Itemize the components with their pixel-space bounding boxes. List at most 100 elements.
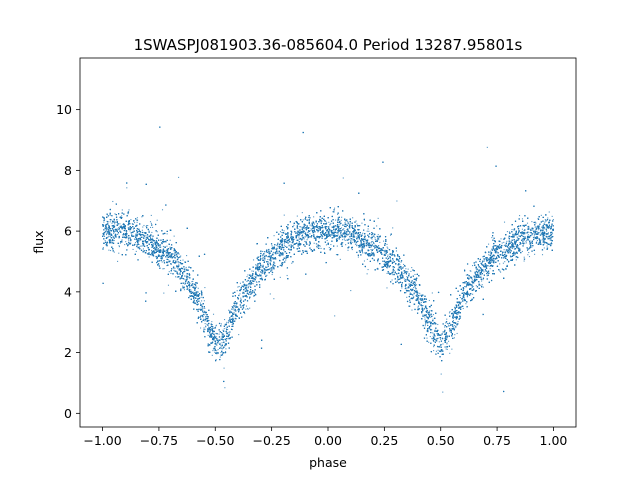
data-point [119, 223, 121, 225]
data-point [419, 292, 421, 294]
data-point [527, 228, 529, 230]
data-point [151, 250, 153, 252]
data-point [249, 307, 251, 309]
data-point [359, 225, 361, 227]
data-point [175, 270, 177, 272]
data-point [309, 224, 311, 226]
data-point [482, 286, 484, 288]
data-point [149, 236, 152, 239]
data-point [145, 235, 147, 237]
data-point [339, 235, 341, 237]
data-point [302, 232, 304, 234]
data-point [279, 264, 282, 266]
data-point [420, 303, 422, 306]
data-point [371, 238, 373, 240]
data-point [283, 243, 285, 245]
data-point [405, 280, 407, 282]
data-point [296, 232, 298, 234]
data-point [126, 237, 128, 239]
data-point [259, 266, 261, 269]
data-point [336, 232, 338, 234]
data-point [465, 274, 467, 276]
data-point [279, 243, 281, 245]
data-point [382, 260, 384, 262]
data-point [114, 213, 116, 215]
data-point [378, 238, 380, 240]
data-point [298, 238, 300, 240]
data-point [474, 273, 477, 275]
data-point [426, 328, 429, 330]
data-point [416, 290, 418, 292]
data-point [270, 260, 272, 262]
data-point [468, 293, 470, 295]
data-point [549, 239, 551, 241]
data-point [550, 227, 552, 229]
data-point [247, 274, 249, 276]
data-point [552, 219, 554, 221]
data-point [541, 232, 543, 234]
data-point [318, 245, 321, 247]
data-point [509, 247, 511, 249]
data-point [387, 256, 389, 258]
data-point [297, 232, 299, 234]
data-point [322, 229, 324, 231]
data-point [281, 254, 283, 256]
data-point [528, 251, 530, 254]
data-point [110, 249, 112, 252]
data-point [415, 288, 417, 290]
data-point [141, 216, 143, 218]
data-point [448, 340, 450, 342]
data-point [496, 245, 498, 247]
data-point [232, 314, 234, 316]
data-point [287, 239, 289, 241]
data-point [430, 316, 432, 318]
data-point [119, 225, 121, 227]
data-point [336, 245, 338, 247]
data-point [367, 228, 369, 230]
data-point [399, 274, 401, 276]
data-point [269, 268, 271, 270]
data-point [235, 305, 237, 307]
data-point [439, 345, 441, 347]
data-point [370, 248, 372, 251]
data-point [426, 337, 428, 339]
data-point [215, 332, 217, 334]
data-point [173, 256, 175, 258]
data-point [487, 258, 489, 260]
data-point [352, 238, 354, 240]
data-point [221, 348, 223, 350]
data-point [283, 230, 285, 232]
data-point [129, 230, 131, 232]
data-point [224, 351, 227, 353]
data-point [111, 239, 113, 242]
data-point [347, 221, 349, 223]
data-point [544, 227, 546, 229]
data-point [107, 236, 109, 238]
data-point [249, 285, 251, 287]
data-point [365, 238, 367, 240]
data-point [461, 297, 464, 299]
data-point [326, 239, 328, 242]
data-point [252, 270, 255, 272]
data-point [454, 325, 456, 327]
data-point [145, 236, 147, 239]
data-point [247, 307, 249, 310]
data-point [515, 240, 517, 242]
data-point [302, 232, 304, 234]
data-point [398, 261, 400, 263]
data-point [177, 266, 179, 268]
data-point [302, 219, 304, 221]
data-point [334, 219, 337, 221]
data-point [334, 315, 336, 317]
data-point [261, 276, 263, 278]
data-point [508, 231, 510, 233]
data-point [131, 223, 133, 225]
data-point [392, 261, 394, 263]
data-point [268, 253, 270, 255]
data-point [454, 309, 456, 312]
data-point [111, 222, 113, 224]
data-points [102, 126, 554, 393]
data-point [330, 243, 332, 246]
data-point [232, 322, 234, 324]
data-point [363, 260, 365, 262]
